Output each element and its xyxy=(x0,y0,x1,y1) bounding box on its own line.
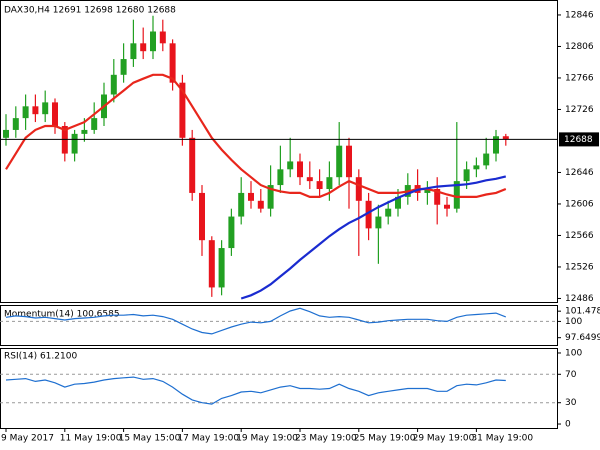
candle-body xyxy=(355,177,362,201)
y-tick-label: 12526 xyxy=(565,262,594,272)
y-tick-label: 0 xyxy=(565,420,571,430)
candle-body xyxy=(287,161,294,170)
candle-body xyxy=(199,192,205,241)
candle-body xyxy=(159,31,166,44)
y-tick-label: 97.6499 xyxy=(565,333,600,343)
x-tick-label: 19 May 19:00 xyxy=(236,434,298,444)
moving-average xyxy=(5,73,507,198)
x-tick-label: 17 May 19:00 xyxy=(177,434,239,444)
candle-body xyxy=(257,200,264,209)
x-tick-label: 11 May 19:00 xyxy=(60,434,122,444)
candle-body xyxy=(424,188,431,193)
candle-body xyxy=(12,118,19,130)
candle-body xyxy=(277,169,284,186)
candle-body xyxy=(110,74,117,95)
y-tick-label: 30 xyxy=(565,398,577,408)
y-tick-label: 101.4783 xyxy=(565,307,600,317)
candle-body xyxy=(267,185,274,209)
candle-body xyxy=(169,43,176,83)
y-tick-label: 100 xyxy=(565,348,582,358)
indicator-title: RSI(14) 61.2100 xyxy=(4,352,77,362)
x-tick-label: 15 May 15:00 xyxy=(119,434,181,444)
candle-body xyxy=(375,216,382,229)
y-tick-label: 12606 xyxy=(565,199,594,209)
candle-body xyxy=(71,133,78,154)
candle-body xyxy=(444,204,450,209)
candle-body xyxy=(483,153,490,166)
momentum-panel xyxy=(0,305,558,346)
candle-body xyxy=(228,216,235,249)
candle-body xyxy=(218,248,225,288)
candle-body xyxy=(365,200,372,229)
indicator-title: Momentum(14) 100.6585 xyxy=(4,310,120,320)
x-tick-label: 31 May 19:00 xyxy=(471,434,533,444)
chart-title: DAX30,H4 12691 12698 12680 12688 xyxy=(4,6,176,16)
x-tick-label: 25 May 19:00 xyxy=(354,434,416,444)
indicator-line xyxy=(5,376,506,405)
candle-body xyxy=(395,196,401,209)
candle-body xyxy=(434,188,441,205)
x-tick-label: 9 May 2017 xyxy=(1,434,54,444)
candle-body xyxy=(453,181,460,209)
candle-body xyxy=(316,181,323,189)
candle-body xyxy=(248,192,254,201)
y-tick-label: 12846 xyxy=(565,10,594,20)
y-tick-label: 12726 xyxy=(565,105,594,115)
x-tick-label: 29 May 19:00 xyxy=(413,434,475,444)
y-tick-label: 12766 xyxy=(565,73,594,83)
candle-body xyxy=(140,43,147,52)
indicator-line xyxy=(5,307,507,335)
y-tick-label: 70 xyxy=(565,370,577,380)
candle-body xyxy=(179,82,186,138)
candle-body xyxy=(385,208,392,217)
candle-body xyxy=(91,118,98,130)
candle-body xyxy=(120,59,127,75)
candle-body xyxy=(130,43,137,60)
y-tick-label: 12646 xyxy=(565,168,594,178)
candle-body xyxy=(150,31,156,52)
main-panel xyxy=(0,0,558,303)
y-tick-label: 12806 xyxy=(565,42,594,52)
candle-body xyxy=(473,165,480,170)
candle-body xyxy=(306,177,313,182)
moving-average xyxy=(240,175,507,300)
candle-body xyxy=(463,169,470,182)
candle-body xyxy=(189,137,196,193)
candle-body xyxy=(493,136,499,154)
last-price-box xyxy=(559,132,599,147)
candle-body xyxy=(81,129,88,134)
candle-body xyxy=(336,145,343,178)
candle-body xyxy=(297,161,303,178)
candle-body xyxy=(502,136,509,140)
candle-body xyxy=(32,106,39,115)
candle-body xyxy=(42,102,49,115)
x-tick-label: 23 May 19:00 xyxy=(295,434,357,444)
y-tick-label: 100 xyxy=(565,317,582,327)
candle-body xyxy=(346,145,352,178)
candle-body xyxy=(22,106,29,119)
candle-body xyxy=(208,240,215,288)
candle-body xyxy=(3,129,9,138)
candle-body xyxy=(52,102,58,126)
last-price-label: 12688 xyxy=(564,135,593,145)
y-tick-label: 12486 xyxy=(565,294,594,304)
y-tick-label: 12566 xyxy=(565,231,594,241)
rsi-panel xyxy=(0,348,558,429)
candle-body xyxy=(326,177,333,189)
candle-body xyxy=(238,192,245,217)
